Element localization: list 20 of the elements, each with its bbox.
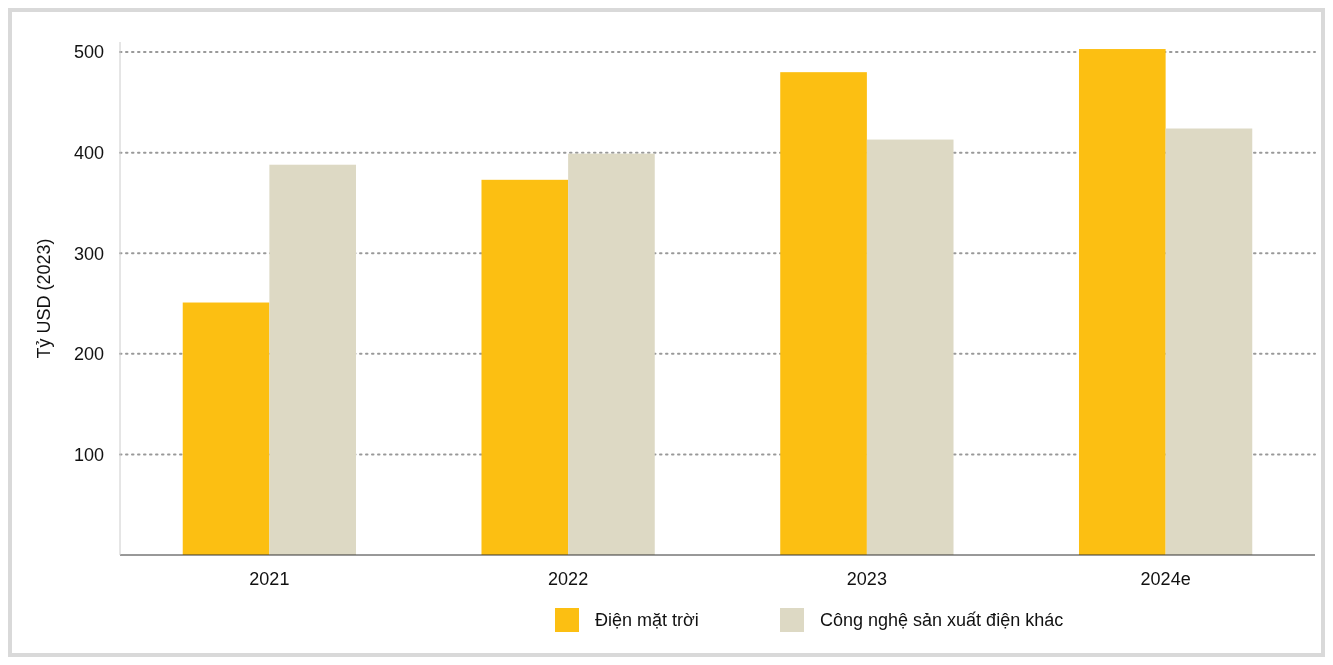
y-tick-label: 500: [73, 42, 104, 63]
bar: [481, 179, 569, 555]
bar: [1165, 128, 1253, 555]
legend-label: Điện mặt trời: [595, 610, 699, 631]
y-tick-label: 300: [73, 243, 104, 264]
bar: [1078, 49, 1166, 555]
y-tick-label: 100: [73, 444, 104, 465]
x-tick-label: 2024e: [1140, 569, 1191, 589]
bar: [269, 164, 357, 555]
bar: [182, 302, 270, 555]
y-tick-label: 400: [73, 142, 104, 163]
y-tick-label: 200: [73, 344, 104, 365]
bar: [568, 153, 655, 555]
x-tick-label: 2022: [548, 569, 589, 589]
y-axis-title: Tỷ USD (2023): [34, 238, 54, 359]
bar: [780, 72, 867, 555]
bar: [866, 139, 954, 555]
legend-label: Công nghệ sản xuất điện khác: [820, 610, 1064, 631]
x-tick-label: 2021: [249, 569, 290, 589]
x-tick-label: 2023: [846, 569, 887, 589]
